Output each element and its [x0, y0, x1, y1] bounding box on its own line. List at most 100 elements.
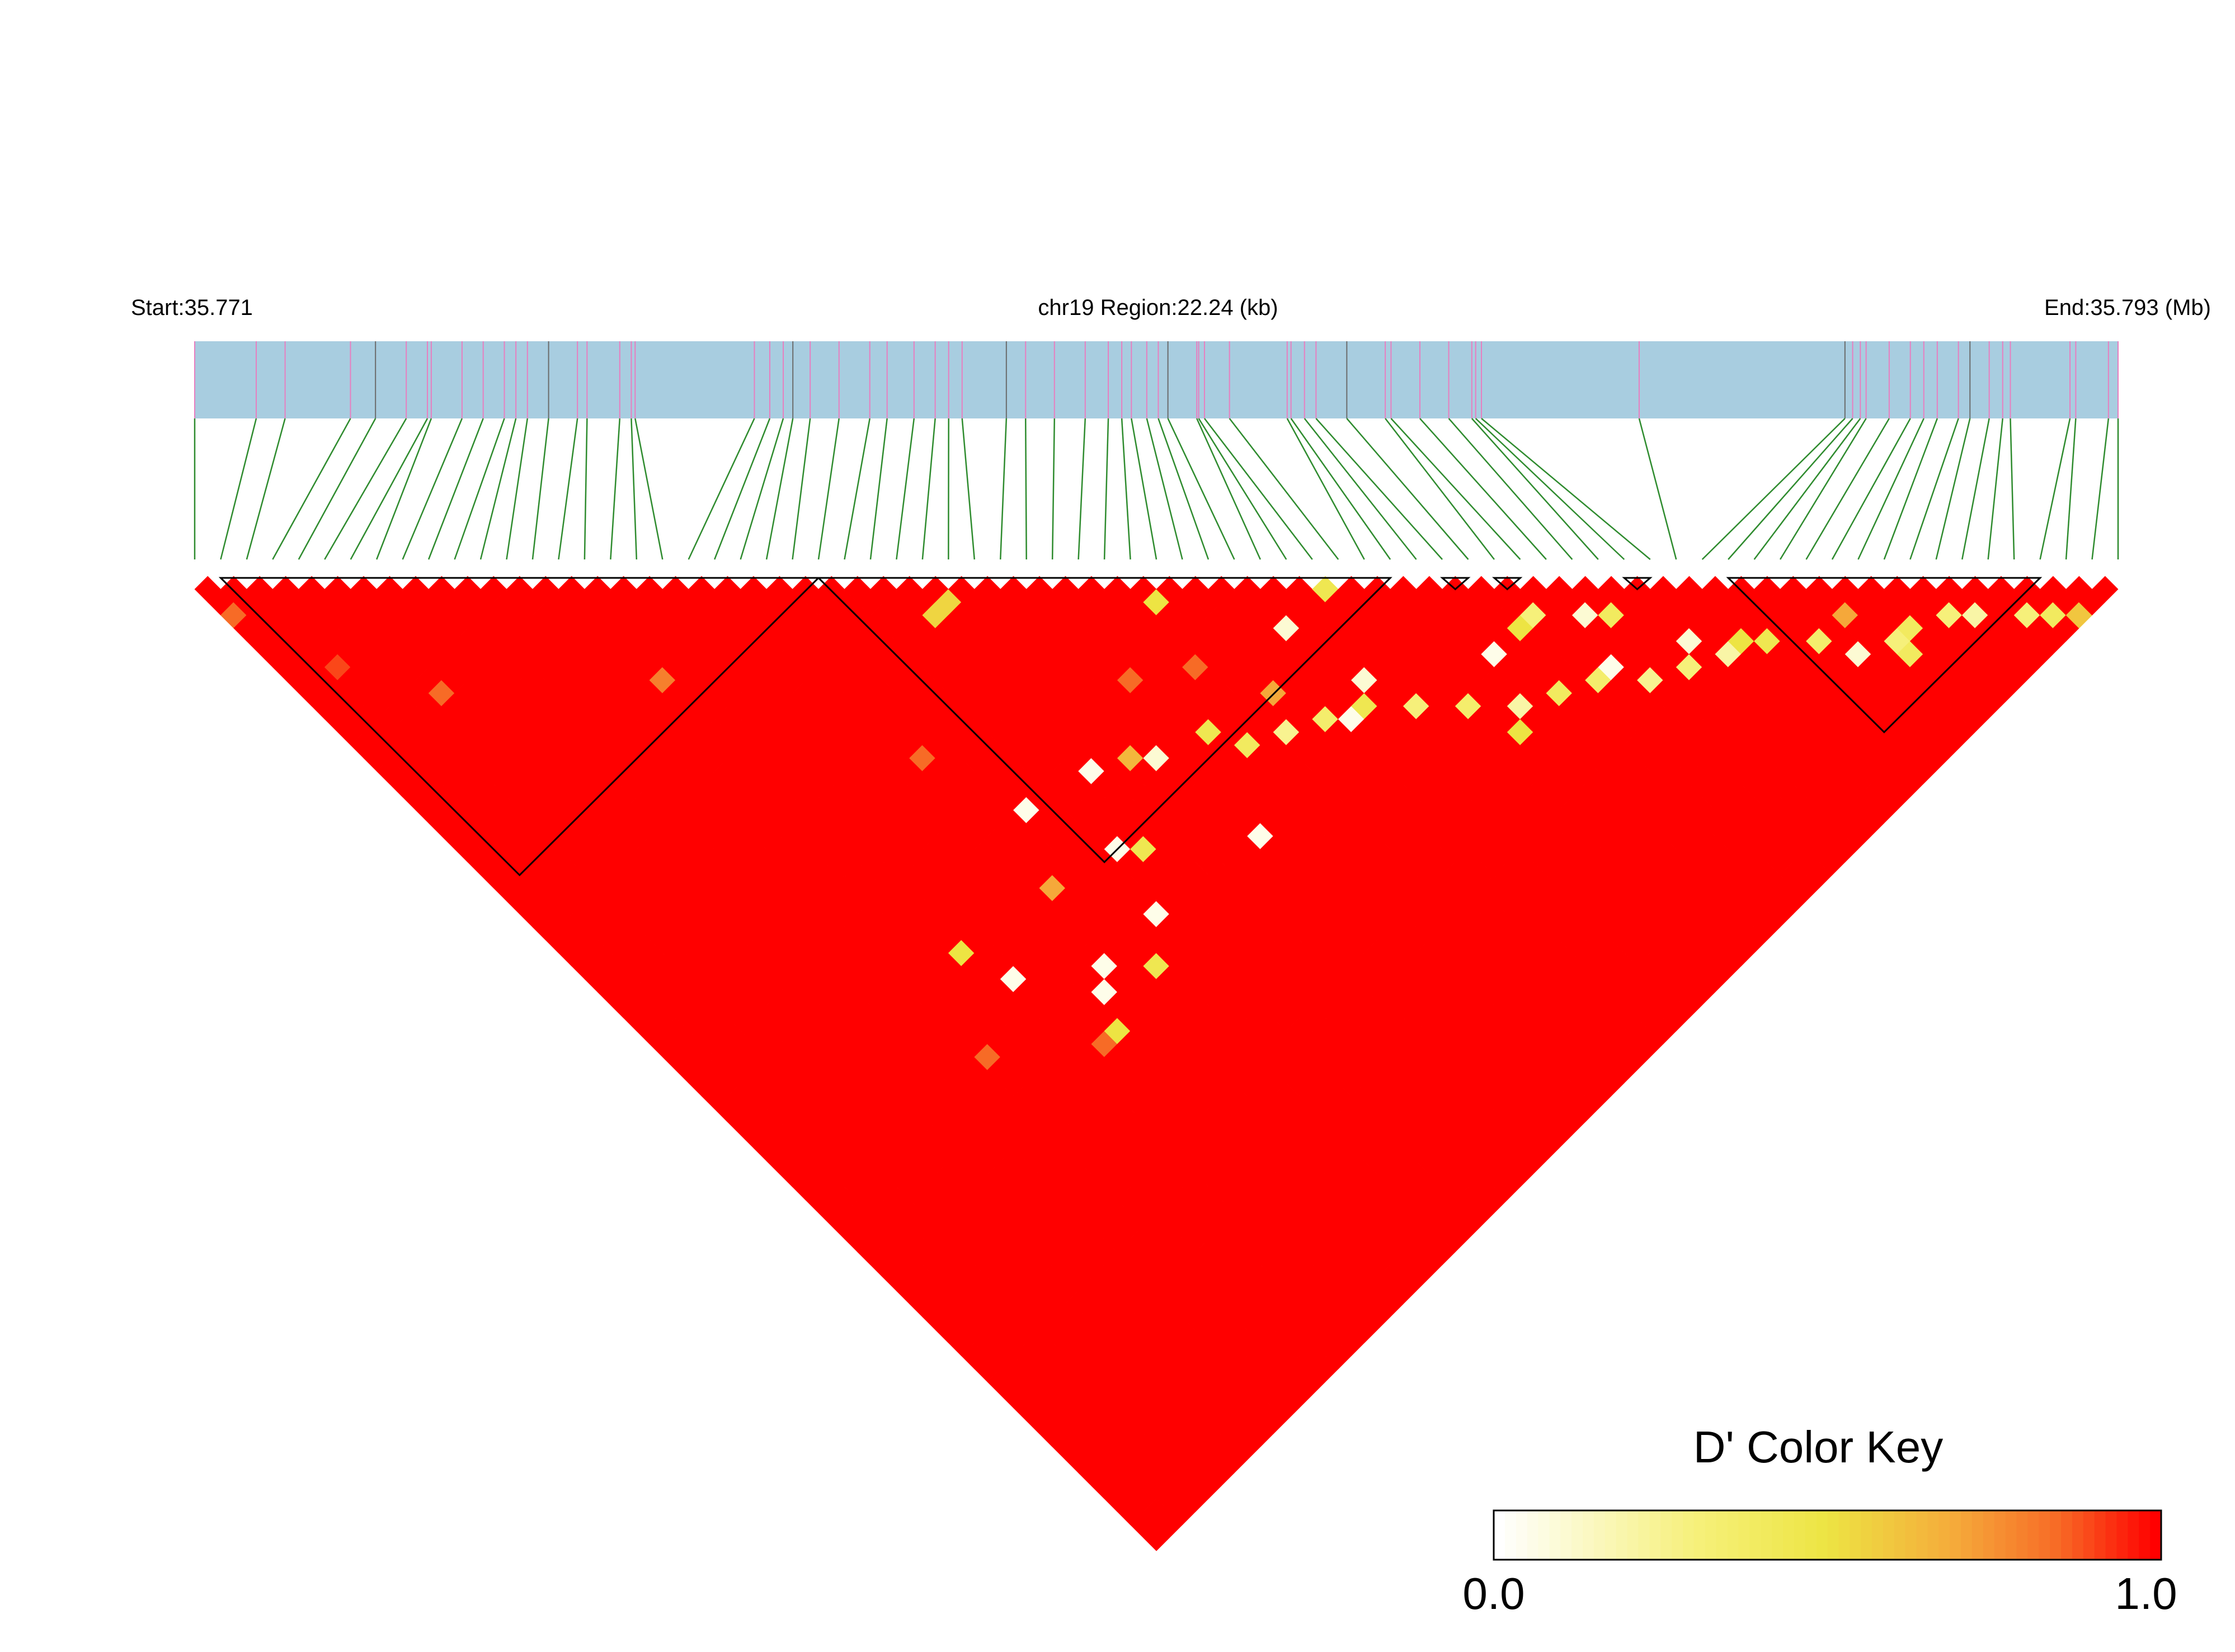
snp-connector: [1167, 418, 1235, 560]
snp-connector: [298, 418, 377, 560]
color-key-segment: [1861, 1510, 1873, 1560]
snp-connector: [1857, 418, 1925, 560]
color-key-segment: [1838, 1510, 1851, 1560]
color-key-segment: [1772, 1510, 1784, 1560]
snp-connector: [1753, 418, 1861, 560]
snp-connector: [220, 418, 257, 560]
snp-connector: [531, 418, 549, 560]
snp-connector: [1471, 418, 1599, 560]
color-key-segment: [1672, 1510, 1684, 1560]
snp-connector: [2039, 418, 2071, 560]
snp-connector: [765, 418, 794, 560]
snp-connector: [1779, 418, 1867, 560]
snp-connector: [1385, 418, 1495, 560]
snp-connector: [740, 418, 784, 560]
snp-connector: [1131, 418, 1158, 560]
snp-connector: [2091, 418, 2110, 560]
snp-connector: [1290, 418, 1391, 560]
haplotype-block-outline: [1491, 577, 1523, 591]
color-key-segment: [1571, 1510, 1584, 1560]
color-key-segment: [1961, 1510, 1973, 1560]
color-key-segment: [1872, 1510, 1884, 1560]
color-key-segment: [1638, 1510, 1650, 1560]
snp-connector: [454, 418, 505, 560]
color-key-segment: [2139, 1510, 2151, 1560]
haplotype-block-outline: [218, 577, 821, 877]
snp-connector: [869, 418, 888, 560]
color-key-segment: [1983, 1510, 1995, 1560]
color-key-segment: [1593, 1510, 1606, 1560]
snp-connector: [1475, 418, 1625, 560]
snp-connector: [427, 418, 484, 560]
color-key: D' Color Key 0.0 1.0: [1462, 1422, 2177, 1618]
start-label: Start:35.771: [131, 295, 253, 320]
color-key-segment: [1850, 1510, 1862, 1560]
color-key-segment: [1749, 1510, 1762, 1560]
snp-connector: [2010, 418, 2015, 560]
snp-connector: [558, 418, 578, 560]
color-key-segment: [1693, 1510, 1706, 1560]
color-key-segment: [1538, 1510, 1550, 1560]
snp-connector: [792, 418, 811, 560]
snp-connector: [1805, 418, 1890, 560]
snp-connector: [1728, 418, 1853, 560]
snp-connector: [479, 418, 517, 560]
snp-connector: [1051, 418, 1056, 560]
color-key-segment: [1527, 1510, 1539, 1560]
color-key-segment: [1950, 1510, 1962, 1560]
snp-connector: [376, 418, 432, 560]
snp-connector: [506, 418, 529, 560]
snp-connector: [1198, 418, 1287, 560]
snp-connector: [1909, 418, 1959, 560]
snp-connector: [844, 418, 871, 560]
snp-connector: [1481, 418, 1651, 560]
snp-connector: [1346, 418, 1469, 560]
snp-connectors: [194, 418, 2119, 560]
snp-connector: [1196, 418, 1261, 560]
haplotype-block-outline: [1726, 577, 2043, 733]
snp-connector: [1419, 418, 1547, 560]
end-label: End:35.793 (Mb): [2044, 295, 2211, 320]
color-key-segment: [1782, 1510, 1795, 1560]
snp-connector: [1883, 418, 1938, 560]
color-key-segment: [1794, 1510, 1806, 1560]
haplotype-block-outline: [1622, 577, 1653, 591]
snp-connector: [272, 418, 351, 560]
color-key-segment: [1805, 1510, 1817, 1560]
snp-connector: [1831, 418, 1911, 560]
color-key-segment: [1827, 1510, 1839, 1560]
color-key-segment: [2128, 1510, 2140, 1560]
snp-connector: [1103, 418, 1109, 560]
color-key-segment: [1583, 1510, 1594, 1560]
color-key-segment: [2116, 1510, 2129, 1560]
snp-connector: [1448, 418, 1573, 560]
snp-connector: [1390, 418, 1521, 560]
ld-heatmap: [194, 576, 2119, 1551]
snp-connector: [896, 418, 915, 560]
snp-connector: [1203, 418, 1313, 560]
snp-connector: [634, 418, 664, 560]
color-key-segment: [2050, 1510, 2062, 1560]
color-key-segment: [1894, 1510, 1906, 1560]
color-key-frame: [1493, 1509, 2162, 1561]
color-key-segment: [1905, 1510, 1917, 1560]
snp-connector: [610, 418, 621, 560]
color-key-segment: [2072, 1510, 2084, 1560]
snp-connector: [1935, 418, 1971, 560]
color-key-segment: [1549, 1510, 1561, 1560]
color-key-segment: [2083, 1510, 2095, 1560]
snp-connector: [1024, 418, 1027, 560]
snp-connector: [1987, 418, 2003, 560]
snp-connector: [1121, 418, 1131, 560]
snp-connector: [1701, 418, 1846, 560]
region-label: chr19 Region:22.24 (kb): [1038, 295, 1278, 320]
color-key-segment: [1738, 1510, 1751, 1560]
snp-connector: [961, 418, 976, 560]
color-key-max-label: 1.0: [2115, 1569, 2177, 1618]
snp-connector: [350, 418, 429, 560]
snp-connector: [584, 418, 588, 560]
color-key-segment: [2027, 1510, 2040, 1560]
color-key-segment: [1716, 1510, 1728, 1560]
color-key-min-label: 0.0: [1462, 1569, 1524, 1618]
